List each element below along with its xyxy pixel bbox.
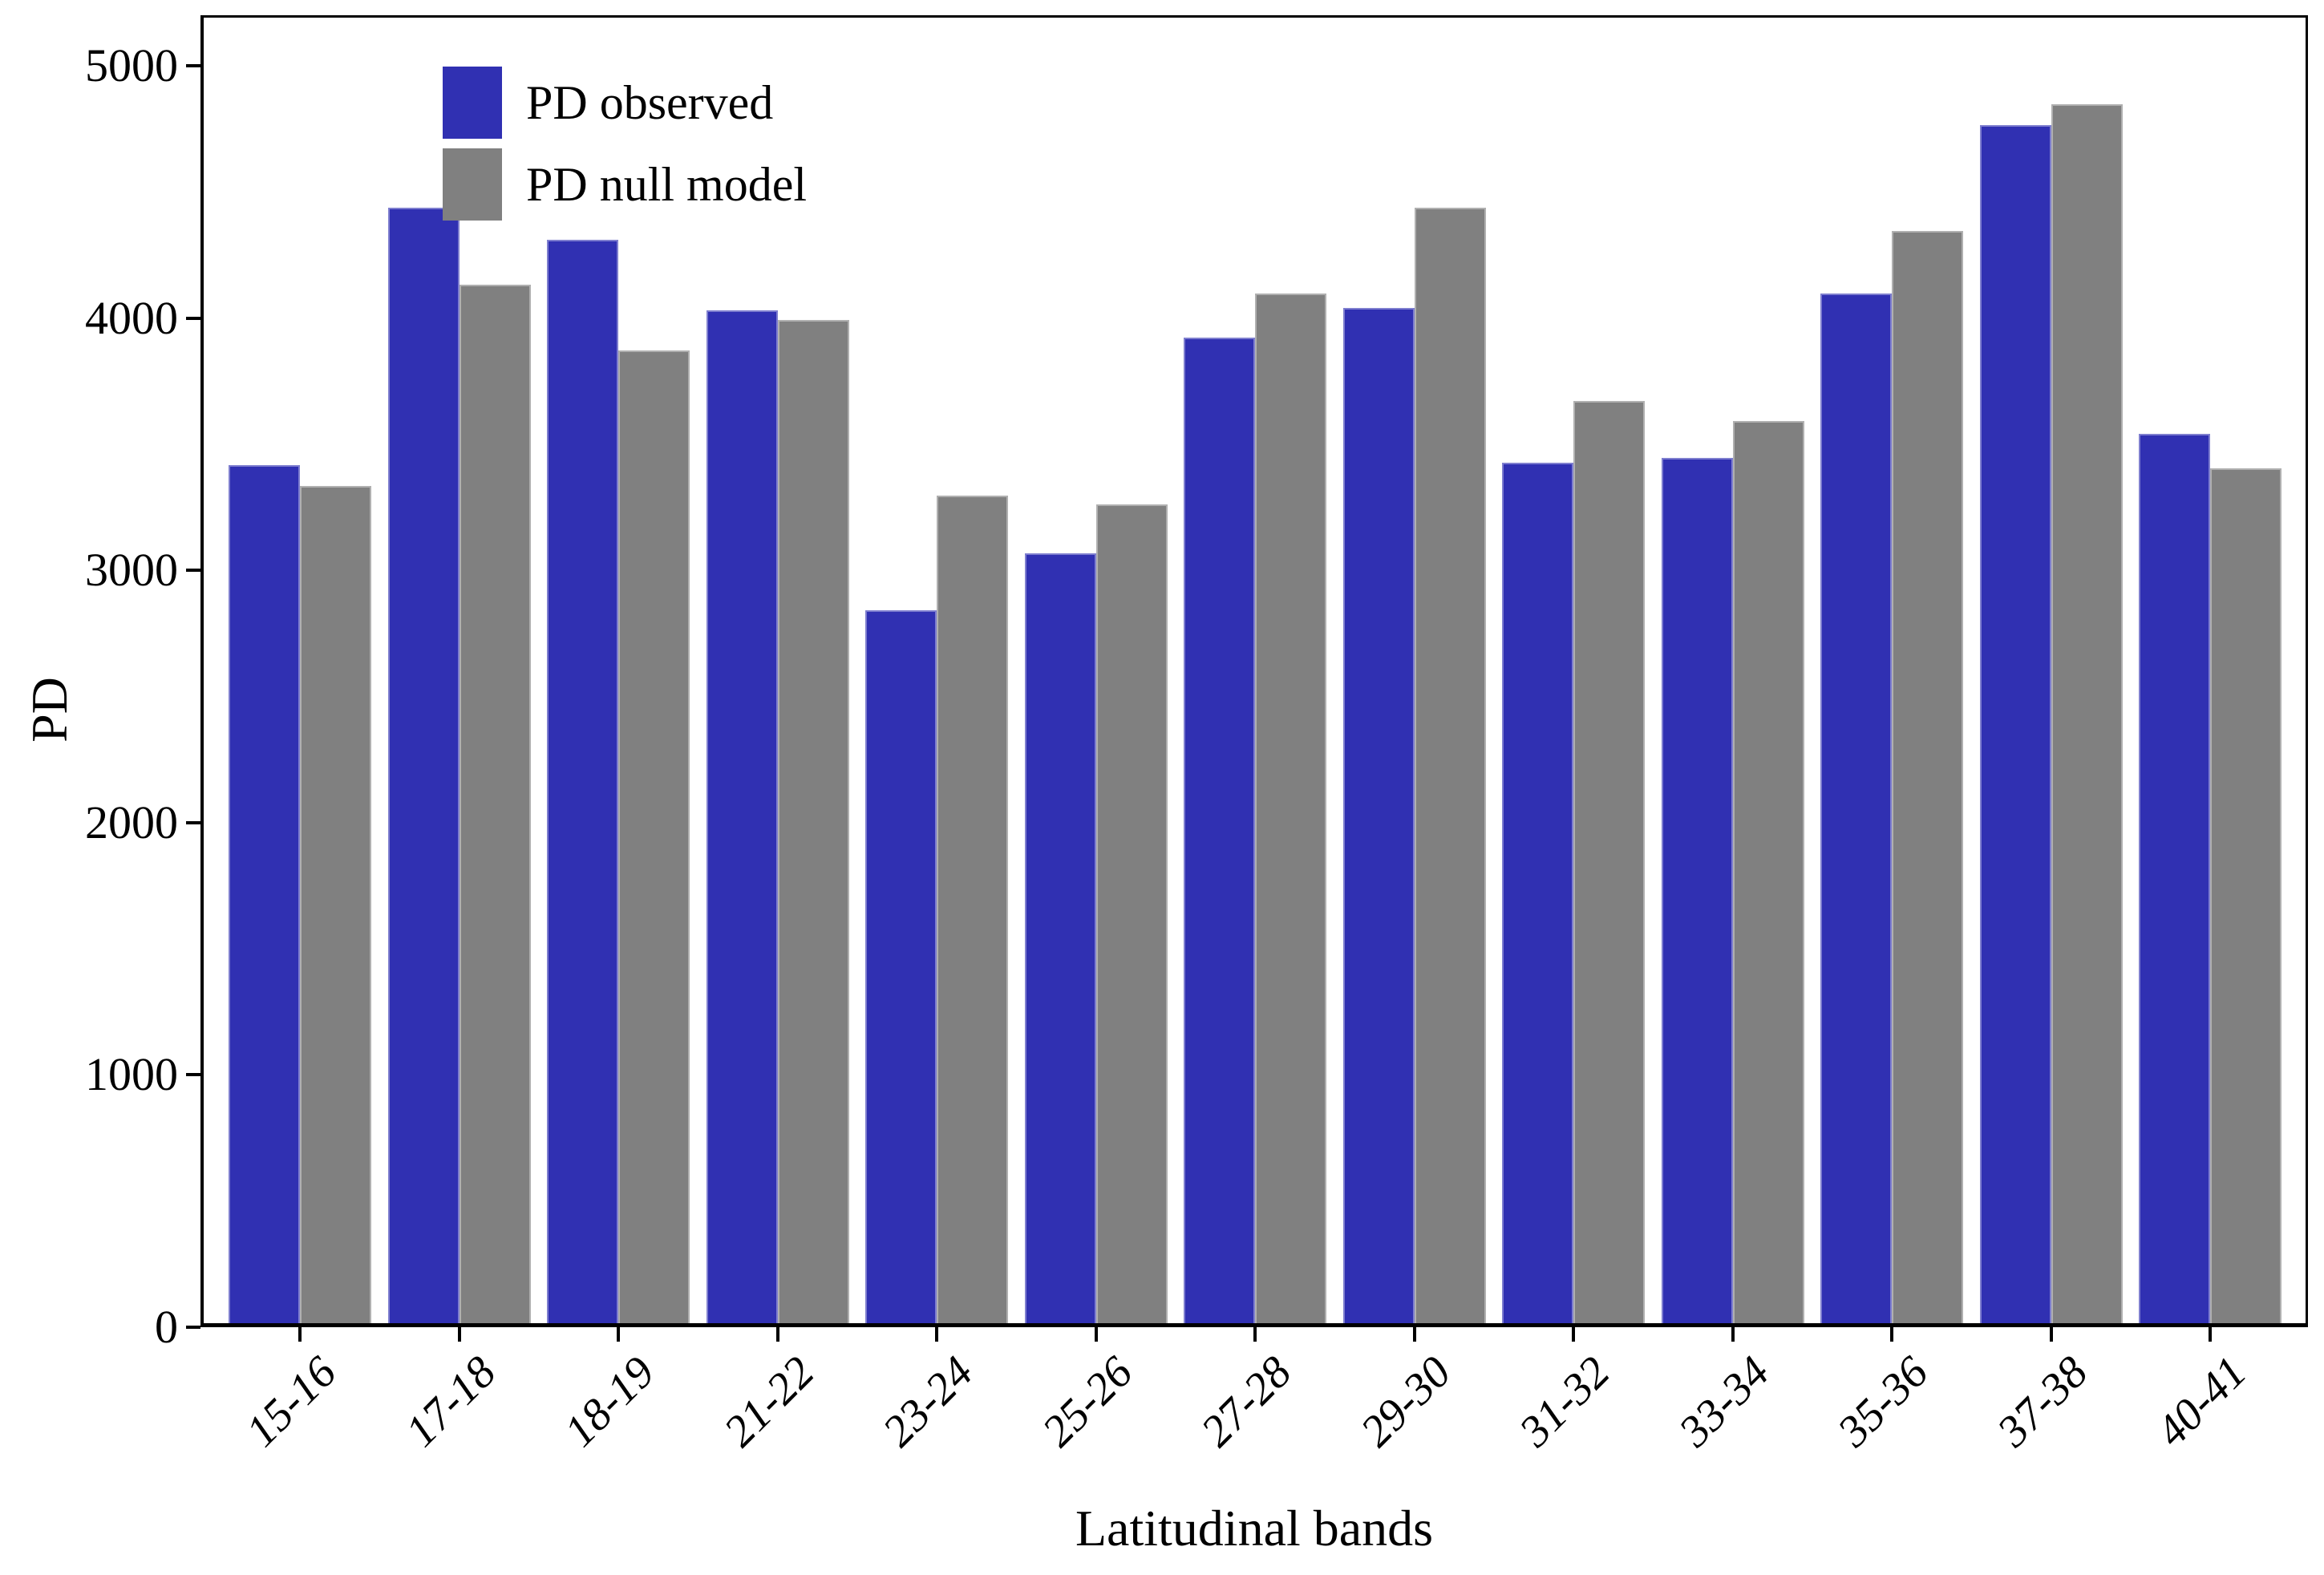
legend-item: PD null model bbox=[443, 148, 807, 221]
legend: PD observed PD null model bbox=[443, 66, 807, 221]
bar-group: 35-36 bbox=[1820, 18, 1963, 1456]
bar-group: 37-38 bbox=[1979, 18, 2123, 1456]
bar-pd-observed bbox=[547, 240, 618, 1323]
y-tick-label: 2000 bbox=[85, 796, 178, 848]
bar-pd-observed bbox=[865, 610, 937, 1323]
x-tick-label: 21-22 bbox=[714, 1346, 824, 1457]
x-axis-tick bbox=[298, 1327, 302, 1342]
y-axis-title: PD bbox=[21, 677, 78, 743]
bar-pd-null-model bbox=[618, 350, 690, 1323]
x-tick-label: 35-36 bbox=[1828, 1346, 1938, 1457]
bar-group: 15-16 bbox=[229, 18, 371, 1456]
plot-panel: 15-16 17-18 18-19 21-22 23-24 25-26 27-28 29-30… bbox=[200, 15, 2308, 1456]
bar-pd-null-model bbox=[300, 486, 371, 1323]
bar-group: 31-32 bbox=[1502, 18, 1645, 1456]
y-axis-tick bbox=[186, 316, 200, 320]
bar-pd-observed bbox=[1024, 553, 1096, 1323]
x-axis-tick bbox=[1253, 1327, 1257, 1342]
x-tick-label: 18-19 bbox=[555, 1346, 665, 1457]
bar-group: 17-18 bbox=[387, 18, 531, 1456]
y-axis-tick bbox=[186, 1073, 200, 1077]
x-tick-label: 29-30 bbox=[1350, 1346, 1461, 1457]
bar-group: 21-22 bbox=[706, 18, 849, 1456]
bar-pd-observed bbox=[229, 465, 300, 1323]
y-tick-label: 4000 bbox=[85, 291, 178, 344]
legend-label: PD null model bbox=[526, 158, 808, 211]
x-tick-label: 40-41 bbox=[2147, 1346, 2257, 1457]
x-tick-label: 37-38 bbox=[1987, 1346, 2098, 1457]
bar-pd-observed bbox=[1979, 125, 2051, 1323]
bar-pd-null-model bbox=[1095, 504, 1168, 1323]
y-axis-tick bbox=[186, 820, 200, 824]
x-tick-label: 17-18 bbox=[395, 1346, 506, 1457]
bar-pd-observed bbox=[706, 310, 778, 1323]
bar-pd-null-model bbox=[2051, 104, 2123, 1323]
legend-item: PD observed bbox=[443, 66, 807, 140]
bar-group: 18-19 bbox=[547, 18, 690, 1456]
bar-pd-observed bbox=[1502, 463, 1573, 1323]
y-tick-label: 5000 bbox=[85, 39, 178, 91]
bar-pd-null-model bbox=[459, 285, 531, 1323]
y-tick-label: 3000 bbox=[85, 544, 178, 597]
x-axis-tick bbox=[935, 1327, 938, 1342]
x-axis-tick bbox=[775, 1327, 779, 1342]
bar-pd-null-model bbox=[1573, 401, 1645, 1323]
bar-pd-null-model bbox=[2210, 468, 2281, 1323]
bar-pd-observed bbox=[1184, 338, 1255, 1323]
x-axis-tick bbox=[1412, 1327, 1416, 1342]
bar-pd-null-model bbox=[1732, 421, 1804, 1323]
x-tick-label: 23-24 bbox=[873, 1346, 983, 1457]
y-tick-label: 0 bbox=[155, 1301, 178, 1353]
bar-group: 27-28 bbox=[1184, 18, 1326, 1456]
bar-pd-observed bbox=[2139, 434, 2210, 1323]
x-axis-tick bbox=[1890, 1327, 1893, 1342]
bar-pd-observed bbox=[1342, 308, 1415, 1323]
bar-pd-null-model bbox=[1255, 294, 1326, 1323]
legend-swatch-pd-observed bbox=[443, 67, 502, 139]
x-axis-tick bbox=[1572, 1327, 1575, 1342]
bar-group: 25-26 bbox=[1024, 18, 1168, 1456]
y-axis-tick bbox=[186, 64, 200, 67]
bar-pd-null-model bbox=[1414, 208, 1486, 1323]
x-tick-label: 31-32 bbox=[1510, 1346, 1620, 1457]
bar-pd-null-model bbox=[1892, 231, 1963, 1323]
x-axis-tick bbox=[617, 1327, 620, 1342]
x-axis-tick bbox=[1094, 1327, 1098, 1342]
bar-pd-observed bbox=[1661, 458, 1733, 1323]
x-axis-tick bbox=[1731, 1327, 1735, 1342]
bar-pd-observed bbox=[1820, 294, 1892, 1323]
x-axis-tick bbox=[457, 1327, 461, 1342]
legend-swatch-pd-null-model bbox=[443, 148, 502, 221]
bar-pd-null-model bbox=[937, 496, 1008, 1323]
bar-pd-observed bbox=[387, 208, 460, 1323]
x-axis-title: Latitudinal bands bbox=[1075, 1500, 1434, 1557]
x-tick-label: 15-16 bbox=[237, 1346, 346, 1457]
bar-group: 23-24 bbox=[865, 18, 1008, 1456]
x-tick-label: 27-28 bbox=[1192, 1346, 1302, 1457]
y-axis-tick bbox=[186, 569, 200, 573]
bar-group: 40-41 bbox=[2139, 18, 2281, 1456]
x-tick-label: 25-26 bbox=[1032, 1346, 1143, 1457]
bar-pd-null-model bbox=[777, 320, 849, 1323]
x-tick-label: 33-34 bbox=[1669, 1346, 1779, 1457]
bars-area: 15-16 17-18 18-19 21-22 23-24 25-26 27-28 29-30… bbox=[204, 18, 2306, 1456]
y-tick-label: 1000 bbox=[85, 1048, 178, 1101]
x-axis-tick bbox=[2209, 1327, 2212, 1342]
bar-group: 33-34 bbox=[1661, 18, 1804, 1456]
bar-group: 29-30 bbox=[1342, 18, 1486, 1456]
legend-label: PD observed bbox=[526, 76, 774, 129]
x-axis-tick bbox=[2049, 1327, 2053, 1342]
y-axis-tick bbox=[186, 1326, 200, 1329]
